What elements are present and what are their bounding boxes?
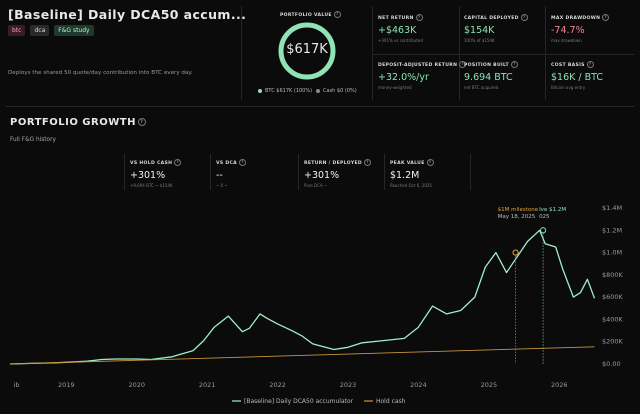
tag-list: btc dca F&G study xyxy=(8,25,94,36)
kpi-vs-dca: VS DCA? -- ~ 0 ~ xyxy=(216,159,247,188)
divider xyxy=(124,154,125,190)
y-tick-label: $200K xyxy=(602,338,624,346)
divider xyxy=(545,6,546,100)
divider xyxy=(372,54,634,55)
peak-marker[interactable] xyxy=(539,227,547,234)
stat-cost-basis: COST BASIS? $16K / BTC Bitcoin avg entry xyxy=(551,61,603,90)
info-icon[interactable]: ? xyxy=(459,61,467,68)
info-icon[interactable]: ? xyxy=(174,159,182,166)
legend-cash: Cash $0 (0%) xyxy=(316,88,357,94)
info-icon[interactable]: ? xyxy=(333,11,341,18)
y-tick-label: $1.2M xyxy=(602,226,622,234)
section-subtitle: Full F&G history xyxy=(10,137,56,143)
legend-entry[interactable]: Hold cash xyxy=(376,398,406,405)
btc-dot-icon xyxy=(258,88,262,93)
kpi-peak-value: PEAK VALUE? $1.2M Reached Oct 6, 2025 xyxy=(390,159,434,188)
divider xyxy=(298,154,299,190)
annotation-label: Ive $1.2M xyxy=(539,207,566,213)
y-tick-label: $1.4M xyxy=(602,204,622,212)
divider xyxy=(384,154,385,190)
y-tick-label: $800K xyxy=(602,271,624,279)
divider xyxy=(459,6,460,100)
x-tick-label: 2019 xyxy=(58,381,75,389)
info-icon[interactable]: ? xyxy=(510,61,518,68)
y-tick-label: $1.0M xyxy=(602,249,622,257)
info-icon[interactable]: ? xyxy=(137,118,146,126)
divider xyxy=(241,6,242,100)
x-tick-label: 2020 xyxy=(128,381,145,389)
stat-max-drawdown: MAX DRAWDOWN? -74.7% max drawdown xyxy=(551,14,610,43)
divider xyxy=(210,154,211,190)
section-title: PORTFOLIO GROWTH? xyxy=(10,117,146,128)
info-icon[interactable]: ? xyxy=(602,14,610,21)
tag-btc[interactable]: btc xyxy=(8,25,26,36)
info-icon[interactable]: ? xyxy=(586,61,594,68)
legend-btc: BTC $617K (100%) xyxy=(258,88,312,94)
divider xyxy=(470,154,471,190)
stat-net-return: NET RETURN? +$463K +301% vs contributed xyxy=(378,14,423,43)
info-icon[interactable]: ? xyxy=(239,159,247,166)
strategy-title: [Baseline] Daily DCA50 accum... xyxy=(8,7,247,22)
info-icon[interactable]: ? xyxy=(426,159,434,166)
portfolio-growth-chart[interactable]: $1.4M $1.2M $1.0M $800K $600K $400K $200K $0.00… xyxy=(0,198,640,414)
divider xyxy=(6,106,634,107)
y-tick-label: $400K xyxy=(602,315,624,323)
tag-dca[interactable]: dca xyxy=(30,25,50,36)
annotation-sublabel: 025 xyxy=(539,214,550,220)
milestone-marker[interactable] xyxy=(512,249,519,256)
cash-dot-icon xyxy=(316,88,320,93)
info-icon[interactable]: ? xyxy=(415,14,423,21)
annotation-label: $1M milestone xyxy=(498,207,539,213)
kpi-return-deployed: RETURN / DEPLOYED? +301% Pure DCA ~ xyxy=(304,159,371,188)
portfolio-ring-btc-arc xyxy=(278,22,336,80)
annotation-sublabel: May 18, 2025 xyxy=(498,214,536,220)
x-tick-label: 2021 xyxy=(199,381,216,389)
kpi-vs-hold-cash: VS HOLD CASH? +301% +9,694 BTC ~ $154K xyxy=(130,159,182,188)
stat-deposit-adjusted-return: DEPOSIT-ADJUSTED RETURN? +32.0%/yr money… xyxy=(378,61,467,90)
portfolio-value: $617K xyxy=(286,42,328,57)
x-tick-label: ib xyxy=(14,381,20,389)
x-tick-label: 2023 xyxy=(340,381,357,389)
tag-fg-study[interactable]: F&G study xyxy=(54,25,94,36)
series-line-hold-cash xyxy=(9,346,595,365)
info-icon[interactable]: ? xyxy=(520,14,528,21)
divider xyxy=(372,6,373,100)
x-tick-label: 2024 xyxy=(410,381,427,389)
x-tick-label: 2022 xyxy=(269,381,286,389)
x-tick-label: 2026 xyxy=(551,381,568,389)
y-tick-label: $0.00 xyxy=(602,360,621,368)
info-icon[interactable]: ? xyxy=(364,159,371,166)
series-line-dca50 xyxy=(9,229,596,365)
y-tick-label: $600K xyxy=(602,293,624,301)
portfolio-value-label: PORTFOLIO VALUE? xyxy=(280,11,341,18)
stat-capital-deployed: CAPITAL DEPLOYED? $154K 100% of $154K xyxy=(464,14,528,43)
strategy-description: Deploys the shared 50 quote/day contribu… xyxy=(8,70,193,76)
legend-entry[interactable]: [Baseline] Daily DCA50 accumulator xyxy=(244,398,354,405)
x-tick-label: 2025 xyxy=(481,381,498,389)
portfolio-ring xyxy=(278,22,336,80)
stat-position-built: POSITION BUILT? 9.694 BTC net BTC acquir… xyxy=(464,61,518,90)
